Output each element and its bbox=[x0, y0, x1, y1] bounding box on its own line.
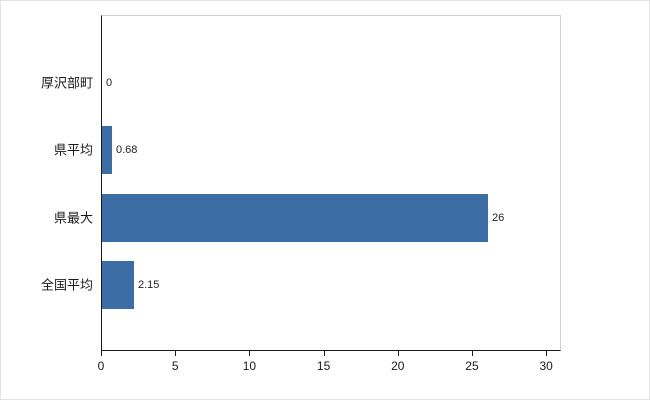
x-axis-tick-label: 10 bbox=[242, 359, 257, 373]
y-axis-label: 厚沢部町 bbox=[40, 75, 93, 91]
x-axis-tick-mark bbox=[397, 351, 399, 356]
x-axis-tick-mark bbox=[471, 351, 473, 356]
y-axis-label: 全国平均 bbox=[40, 277, 93, 293]
x-axis-tick-label: 0 bbox=[97, 359, 105, 373]
x-axis-tick-label: 30 bbox=[539, 359, 553, 373]
x-axis-tick-label: 15 bbox=[316, 359, 331, 373]
x-axis-tick-mark bbox=[101, 351, 102, 356]
x-axis-tick-label: 20 bbox=[391, 359, 405, 373]
x-axis-tick-mark bbox=[175, 351, 177, 356]
x-axis-tick-label: 5 bbox=[171, 359, 179, 373]
bar-value-label: 26 bbox=[492, 211, 505, 224]
bar-value-label: 0 bbox=[106, 77, 113, 90]
plot-area: 0 0.68 26 2.15 bbox=[101, 15, 561, 351]
y-axis-label: 県最大 bbox=[53, 210, 93, 226]
bar bbox=[102, 260, 134, 309]
x-axis-tick-mark bbox=[323, 351, 325, 356]
bar bbox=[102, 126, 112, 175]
x-axis-tick-mark bbox=[546, 351, 548, 356]
bar-value-label: 2.15 bbox=[138, 278, 160, 291]
x-axis-tick-mark bbox=[249, 351, 251, 356]
y-axis-label: 県平均 bbox=[53, 142, 93, 158]
bar-value-label: 0.68 bbox=[116, 144, 138, 157]
x-axis-tick-label: 25 bbox=[465, 359, 479, 373]
bar bbox=[102, 193, 488, 242]
